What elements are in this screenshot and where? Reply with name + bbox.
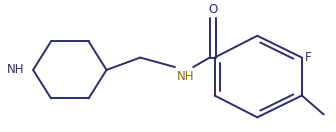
Text: NH: NH	[177, 70, 194, 82]
Text: F: F	[305, 51, 312, 64]
Text: NH: NH	[7, 63, 25, 76]
Text: O: O	[208, 3, 217, 16]
